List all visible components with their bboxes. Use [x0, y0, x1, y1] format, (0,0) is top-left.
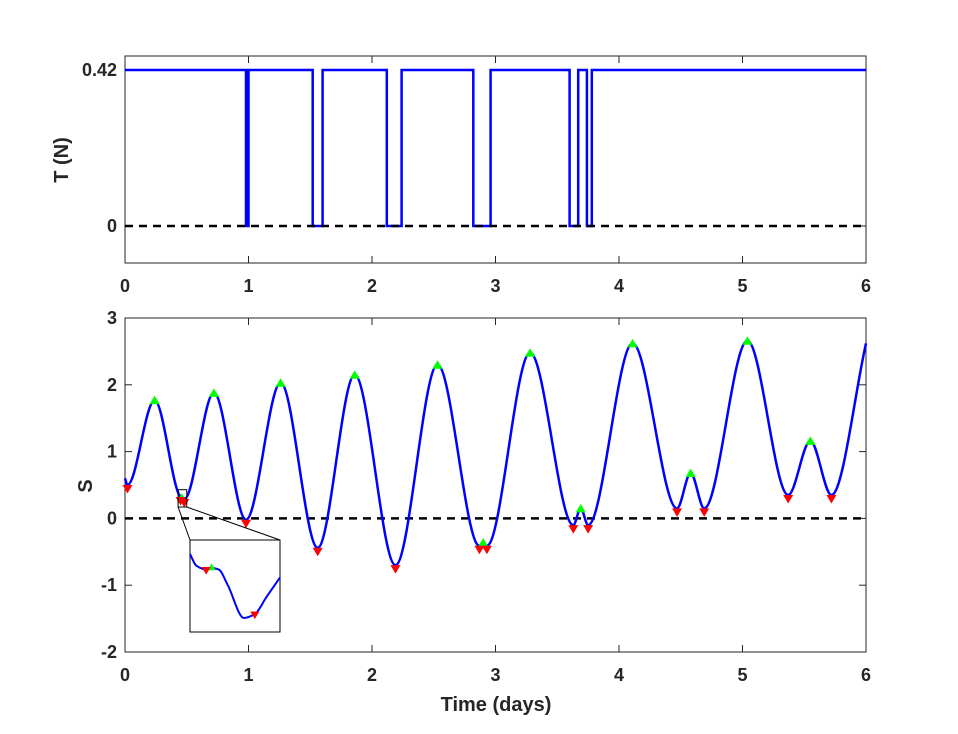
zoom-connector-line [177, 506, 191, 541]
bottom-y-tick-label: -1 [101, 575, 117, 595]
inset-frame [189, 539, 281, 633]
top-y-axis-label: T (N) [51, 137, 73, 183]
zoom-region-box [177, 489, 188, 508]
local-minimum-marker [312, 547, 323, 557]
bottom-y-ticks: -2 -1 0 1 2 3 [101, 308, 866, 662]
zoom-connector-line [186, 506, 281, 541]
local-maximum-marker [432, 360, 443, 369]
top-x-tick-label: 6 [861, 276, 871, 296]
bottom-y-tick-label: 2 [107, 375, 117, 395]
top-x-tick-label: 4 [614, 276, 624, 296]
bottom-y-tick-label: 0 [107, 508, 117, 528]
bottom-y-tick-label: 3 [107, 308, 117, 328]
top-x-tick-label: 2 [367, 276, 377, 296]
local-maximum-marker [275, 378, 286, 387]
local-minimum-marker [481, 545, 492, 555]
local-maximum-marker [478, 537, 489, 547]
bottom-y-tick-label: 1 [107, 442, 117, 462]
zoom-inset [177, 489, 281, 633]
inset-minimum-marker [201, 567, 211, 575]
local-maximum-marker [349, 370, 360, 379]
top-y-tick-label: 0.42 [82, 60, 117, 80]
inset-S-line [189, 553, 281, 620]
bottom-x-axis-label: Time (days) [441, 694, 552, 716]
bottom-x-tick-label: 2 [367, 665, 377, 685]
bottom-x-tick-label: 3 [490, 665, 500, 685]
bottom-x-tick-label: 0 [120, 665, 130, 685]
thrust-series-line [125, 68, 866, 228]
top-axes-frame [124, 55, 867, 264]
local-maximum-marker [742, 336, 753, 345]
local-maximum-marker [525, 348, 536, 357]
bottom-y-axis-label: S [75, 479, 97, 492]
local-minimum-marker [672, 508, 683, 517]
bottom-x-tick-label: 5 [737, 665, 747, 685]
bottom-panel: 0 1 2 3 4 5 6 -2 -1 0 1 2 3 Time (days) S [75, 308, 871, 716]
bottom-y-tick-label: -2 [101, 642, 117, 662]
local-minimum-marker [826, 495, 837, 504]
local-minimum-marker [122, 485, 133, 494]
local-maximum-marker [208, 388, 219, 397]
local-minimum-marker [783, 495, 794, 504]
local-maximum-marker [685, 468, 696, 477]
top-x-tick-label: 1 [243, 276, 253, 296]
local-minimum-marker [568, 525, 579, 534]
local-minimum-marker [583, 525, 594, 534]
top-x-tick-label: 3 [490, 276, 500, 296]
local-minimum-marker [699, 508, 710, 517]
local-minimum-marker [390, 565, 401, 574]
bottom-x-tick-label: 1 [243, 665, 253, 685]
local-minimum-marker [474, 545, 485, 555]
local-maximum-marker [805, 436, 816, 445]
local-maximum-marker [149, 395, 160, 405]
top-y-tick-label: 0 [107, 216, 117, 236]
top-x-tick-label: 0 [120, 276, 130, 296]
top-x-ticks: 0 1 2 3 4 5 6 [120, 56, 871, 296]
local-minimum-marker [241, 519, 252, 529]
inset-minimum-marker [250, 611, 260, 620]
top-series [125, 68, 866, 228]
bottom-x-tick-label: 4 [614, 665, 624, 685]
local-maximum-marker [575, 503, 586, 513]
bottom-extrema-markers [122, 336, 837, 574]
top-panel: 0 1 2 3 4 5 6 0 0.42 T (N) [51, 55, 871, 296]
local-maximum-marker [627, 338, 638, 348]
top-x-tick-label: 5 [737, 276, 747, 296]
bottom-x-tick-label: 6 [861, 665, 871, 685]
bottom-x-ticks: 0 1 2 3 4 5 6 [120, 318, 871, 685]
